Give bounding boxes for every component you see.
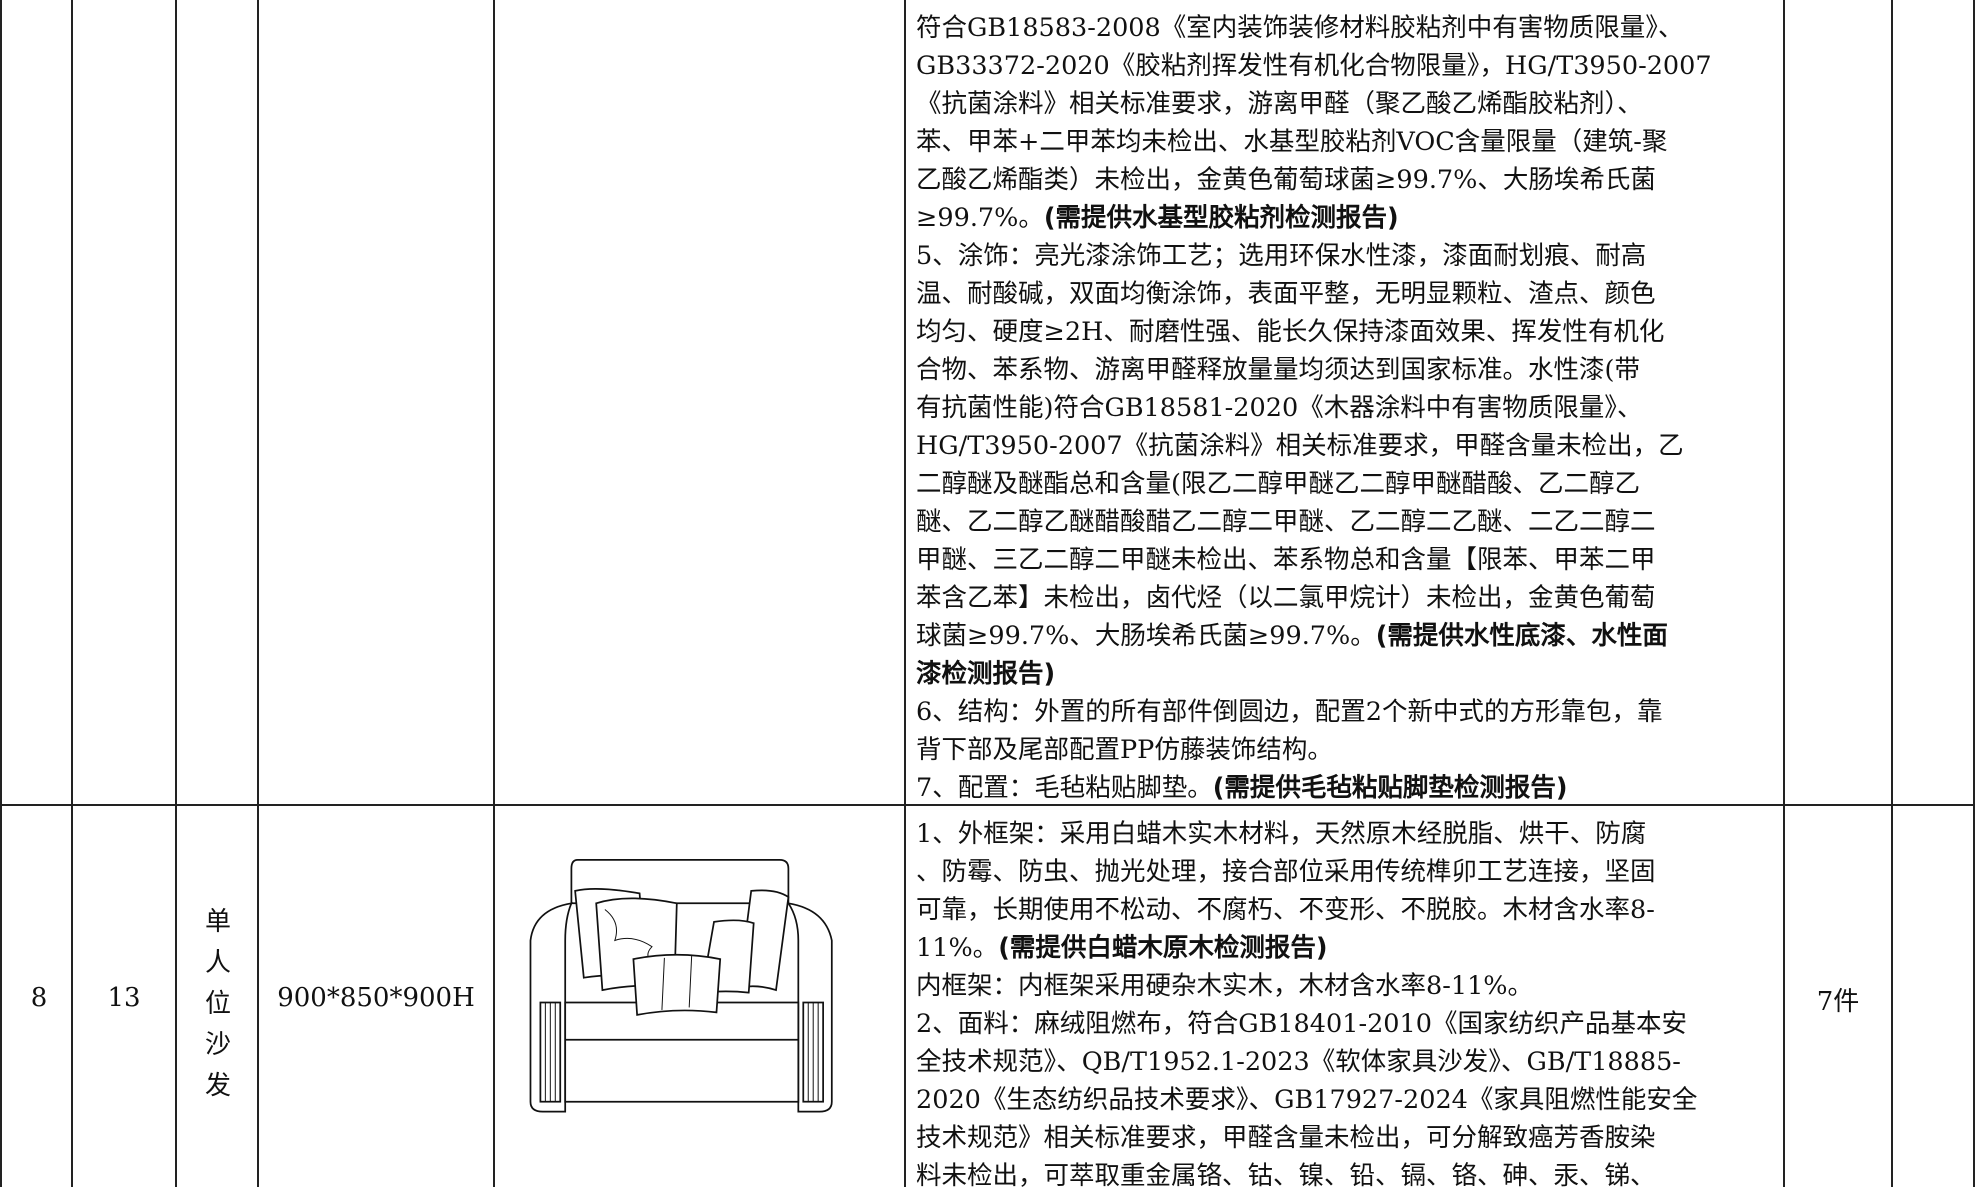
description-line: ≥99.7%。(需提供水基型胶粘剂检测报告) <box>916 199 1778 237</box>
column-border <box>71 0 73 1187</box>
description-text: 2020《生态纺织品技术要求》、GB17927-2024《家具阻燃性能安全 <box>916 1085 1698 1115</box>
description-text: 2、面料：麻绒阻燃布，符合GB18401-2010《国家纺织产品基本安 <box>916 1009 1687 1039</box>
description-text: 内框架：内框架采用硬杂木实木，木材含水率8-11%。 <box>916 971 1534 1001</box>
description-text: 7、配置：毛毡粘贴脚垫。 <box>916 773 1213 803</box>
description-line: 6、结构：外置的所有部件倒圆边，配置2个新中式的方形靠包，靠 <box>916 693 1778 731</box>
quantity: 7件 <box>1816 987 1860 1017</box>
requirement-note: (需提供水性底漆、水性面 <box>1375 621 1668 651</box>
column-border <box>493 0 495 1187</box>
description-line: 漆检测报告) <box>916 655 1778 693</box>
description-line: 均匀、硬度≥2H、耐磨性强、能长久保持漆面效果、挥发性有机化 <box>916 313 1778 351</box>
description-line: 《抗菌涂料》相关标准要求，游离甲醛（聚乙酸乙烯酯胶粘剂）、 <box>916 85 1778 123</box>
column-border <box>1973 0 1975 1187</box>
description-text: 全技术规范》、QB/T1952.1-2023《软体家具沙发》、GB/T18885… <box>916 1047 1681 1077</box>
description-line: 有抗菌性能)符合GB18581-2020《木器涂料中有害物质限量》、 <box>916 389 1778 427</box>
description-text: 甲醚、三乙二醇二甲醚未检出、苯系物总和含量【限苯、甲苯二甲 <box>916 545 1656 575</box>
description-text: 料未检出，可萃取重金属铬、钴、镍、铅、镉、铬、砷、汞、锑、 <box>916 1161 1656 1191</box>
row-border <box>0 804 1975 806</box>
description-line: 苯、甲苯+二甲苯均未检出、水基型胶粘剂VOC含量限量（建筑-聚 <box>916 123 1778 161</box>
description-text: ≥99.7%。 <box>916 203 1044 233</box>
description-text: 均匀、硬度≥2H、耐磨性强、能长久保持漆面效果、挥发性有机化 <box>916 317 1665 347</box>
description: 1、外框架：采用白蜡木实木材料，天然原木经脱脂、烘干、防腐 、防霉、防虫、抛光处理… <box>916 815 1778 1195</box>
description-text: 1、外框架：采用白蜡木实木材料，天然原木经脱脂、烘干、防腐 <box>916 819 1647 849</box>
column-border <box>904 0 906 1187</box>
description-line: 料未检出，可萃取重金属铬、钴、镍、铅、镉、铬、砷、汞、锑、 <box>916 1157 1778 1195</box>
description-text: 符合GB18583-2008《室内装饰装修材料胶粘剂中有害物质限量》、 <box>916 13 1684 43</box>
description-line: 醚、乙二醇乙醚醋酸醋乙二醇二甲醚、乙二醇二乙醚、二乙二醇二 <box>916 503 1778 541</box>
description-line: 2020《生态纺织品技术要求》、GB17927-2024《家具阻燃性能安全 <box>916 1081 1778 1119</box>
description-text: GB33372-2020《胶粘剂挥发性有机化合物限量》，HG/T3950-200… <box>916 51 1712 81</box>
description-text: 有抗菌性能)符合GB18581-2020《木器涂料中有害物质限量》、 <box>916 393 1643 423</box>
description-text: 11%。 <box>916 933 999 963</box>
description-text: 苯含乙苯】未检出，卤代烃（以二氯甲烷计）未检出，金黄色葡萄 <box>916 583 1656 613</box>
description-line: 背下部及尾部配置PP仿藤装饰结构。 <box>916 731 1778 769</box>
description-line: 苯含乙苯】未检出，卤代烃（以二氯甲烷计）未检出，金黄色葡萄 <box>916 579 1778 617</box>
description-line: GB33372-2020《胶粘剂挥发性有机化合物限量》，HG/T3950-200… <box>916 47 1778 85</box>
requirement-note: (需提供毛毡粘贴脚垫检测报告) <box>1212 773 1568 803</box>
description-text: 《抗菌涂料》相关标准要求，游离甲醛（聚乙酸乙烯酯胶粘剂）、 <box>916 89 1643 119</box>
description-line: 甲醚、三乙二醇二甲醚未检出、苯系物总和含量【限苯、甲苯二甲 <box>916 541 1778 579</box>
requirement-note: 漆检测报告) <box>916 659 1056 689</box>
description-line: 内框架：内框架采用硬杂木实木，木材含水率8-11%。 <box>916 967 1778 1005</box>
requirement-note: (需提供白蜡木原木检测报告) <box>998 933 1328 963</box>
description-line: 符合GB18583-2008《室内装饰装修材料胶粘剂中有害物质限量》、 <box>916 9 1778 47</box>
description-line: 温、耐酸碱，双面均衡涂饰，表面平整，无明显颗粒、渣点、颜色 <box>916 275 1778 313</box>
description-line: 可靠，长期使用不松动、不腐朽、不变形、不脱胶。木材含水率8- <box>916 891 1778 929</box>
description-text: 二醇醚及醚酯总和含量(限乙二醇甲醚乙二醇甲醚醋酸、乙二醇乙 <box>916 469 1640 499</box>
description: 符合GB18583-2008《室内装饰装修材料胶粘剂中有害物质限量》、 GB333… <box>916 9 1778 807</box>
description-text: 醚、乙二醇乙醚醋酸醋乙二醇二甲醚、乙二醇二乙醚、二乙二醇二 <box>916 507 1656 537</box>
description-line: 合物、苯系物、游离甲醛释放量量均须达到国家标准。水性漆(带 <box>916 351 1778 389</box>
description-line: 二醇醚及醚酯总和含量(限乙二醇甲醚乙二醇甲醚醋酸、乙二醇乙 <box>916 465 1778 503</box>
description-line: 乙酸乙烯酯类）未检出，金黄色葡萄球菌≥99.7%、大肠埃希氏菌 <box>916 161 1778 199</box>
description-text: 技术规范》相关标准要求，甲醛含量未检出，可分解致癌芳香胺染 <box>916 1123 1656 1153</box>
description-text: 、防霉、防虫、抛光处理，接合部位采用传统榫卯工艺连接，坚固 <box>916 857 1656 887</box>
description-line: 5、涂饰：亮光漆涂饰工艺；选用环保水性漆，漆面耐划痕、耐高 <box>916 237 1778 275</box>
description-line: HG/T3950-2007《抗菌涂料》相关标准要求，甲醛含量未检出，乙 <box>916 427 1778 465</box>
description-text: 可靠，长期使用不松动、不腐朽、不变形、不脱胶。木材含水率8- <box>916 895 1655 925</box>
description-text: HG/T3950-2007《抗菌涂料》相关标准要求，甲醛含量未检出，乙 <box>916 431 1684 461</box>
description-line: 2、面料：麻绒阻燃布，符合GB18401-2010《国家纺织产品基本安 <box>916 1005 1778 1043</box>
row-number: 8 <box>30 983 48 1013</box>
description-text: 6、结构：外置的所有部件倒圆边，配置2个新中式的方形靠包，靠 <box>916 697 1663 727</box>
description-text: 温、耐酸碱，双面均衡涂饰，表面平整，无明显颗粒、渣点、颜色 <box>916 279 1656 309</box>
column-border <box>0 0 2 1187</box>
item-number: 13 <box>107 983 141 1013</box>
description-text: 苯、甲苯+二甲苯均未检出、水基型胶粘剂VOC含量限量（建筑-聚 <box>916 127 1668 157</box>
description-text: 合物、苯系物、游离甲醛释放量量均须达到国家标准。水性漆(带 <box>916 355 1640 385</box>
description-line: 全技术规范》、QB/T1952.1-2023《软体家具沙发》、GB/T18885… <box>916 1043 1778 1081</box>
item-name: 单人位沙发 <box>204 907 231 1101</box>
description-line: 、防霉、防虫、抛光处理，接合部位采用传统榫卯工艺连接，坚固 <box>916 853 1778 891</box>
description-line: 7、配置：毛毡粘贴脚垫。(需提供毛毡粘贴脚垫检测报告) <box>916 769 1778 807</box>
description-line: 技术规范》相关标准要求，甲醛含量未检出，可分解致癌芳香胺染 <box>916 1119 1778 1157</box>
description-text: 5、涂饰：亮光漆涂饰工艺；选用环保水性漆，漆面耐划痕、耐高 <box>916 241 1647 271</box>
description-text: 乙酸乙烯酯类）未检出，金黄色葡萄球菌≥99.7%、大肠埃希氏菌 <box>916 165 1656 195</box>
column-border <box>175 0 177 1187</box>
description-line: 1、外框架：采用白蜡木实木材料，天然原木经脱脂、烘干、防腐 <box>916 815 1778 853</box>
description-text: 背下部及尾部配置PP仿藤装饰结构。 <box>916 735 1333 765</box>
sofa-image <box>529 859 833 1113</box>
description-line: 球菌≥99.7%、大肠埃希氏菌≥99.7%。(需提供水性底漆、水性面 <box>916 617 1778 655</box>
column-border <box>1891 0 1893 1187</box>
column-border <box>257 0 259 1187</box>
description-text: 球菌≥99.7%、大肠埃希氏菌≥99.7%。 <box>916 621 1376 651</box>
description-line: 11%。(需提供白蜡木原木检测报告) <box>916 929 1778 967</box>
requirement-note: (需提供水基型胶粘剂检测报告) <box>1043 203 1399 233</box>
item-size: 900*850*900H <box>277 983 475 1013</box>
column-border <box>1783 0 1785 1187</box>
